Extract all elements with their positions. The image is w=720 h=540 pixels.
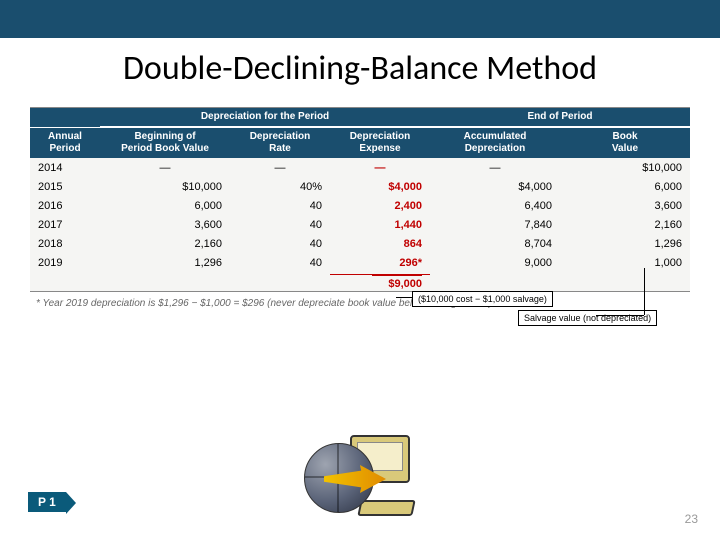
table-body: 2014 — — — — $10,000 2015 $10,000 40% $4… — [30, 158, 690, 291]
table-row: 2019 1,296 40 296* 9,000 1,000 — [30, 253, 690, 272]
header-bar — [0, 0, 720, 38]
table-row: 2017 3,600 40 1,440 7,840 2,160 — [30, 215, 690, 234]
callout-line — [644, 268, 645, 315]
table-header-cols: AnnualPeriod Beginning ofPeriod Book Val… — [30, 128, 690, 158]
table-header-groups: Depreciation for the Period End of Perio… — [30, 108, 690, 128]
computer-globe-icon — [300, 427, 420, 522]
header-group-end: End of Period — [430, 108, 690, 127]
table-row: 2014 — — — — $10,000 — [30, 158, 690, 177]
table-total-row: $9,000 — [30, 272, 690, 291]
callout-salvage-value: Salvage value (not depreciated) — [518, 310, 657, 326]
slide-title: Double-Declining-Balance Method — [0, 48, 720, 89]
footnote: * Year 2019 depreciation is $1,296 − $1,… — [36, 298, 720, 309]
header-group-depreciation: Depreciation for the Period — [100, 108, 430, 127]
col-rate: DepreciationRate — [230, 128, 330, 158]
total-expense: $9,000 — [330, 274, 430, 290]
table-row: 2016 6,000 40 2,400 6,400 3,600 — [30, 196, 690, 215]
col-expense: DepreciationExpense — [330, 128, 430, 158]
callout-line — [396, 297, 412, 298]
learning-objective-tag: P 1 — [28, 492, 66, 512]
callout-cost-minus-salvage: ($10,000 cost − $1,000 salvage) — [412, 291, 553, 307]
col-beginning-book-value: Beginning ofPeriod Book Value — [100, 128, 230, 158]
col-accumulated: AccumulatedDepreciation — [430, 128, 560, 158]
callout-line — [596, 315, 644, 316]
table-row: 2018 2,160 40 864 8,704 1,296 — [30, 234, 690, 253]
col-period: AnnualPeriod — [30, 128, 100, 158]
depreciation-table: Depreciation for the Period End of Perio… — [30, 107, 690, 292]
table-row: 2015 $10,000 40% $4,000 $4,000 6,000 — [30, 177, 690, 196]
col-book-value: BookValue — [560, 128, 690, 158]
page-number: 23 — [685, 512, 698, 526]
